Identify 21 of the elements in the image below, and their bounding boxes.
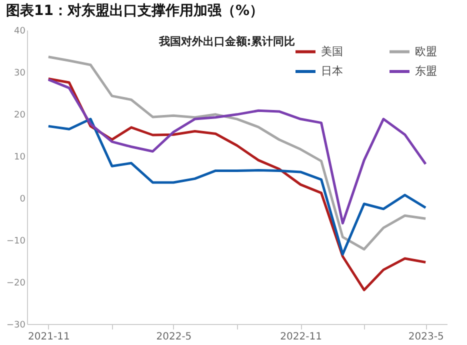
x-tick-label: 2022-5 xyxy=(156,332,192,342)
line-series xyxy=(47,118,427,256)
legend-label: 东盟 xyxy=(415,64,437,78)
x-tick-label: 2022-11 xyxy=(280,332,322,342)
y-tick-label: 30 xyxy=(14,68,26,78)
legend-label: 美国 xyxy=(321,44,343,58)
chart-title: 图表11：对东盟出口支撑作用加强（%） xyxy=(6,2,264,19)
y-tick-label: −20 xyxy=(6,278,26,288)
y-tick-label: −10 xyxy=(6,236,26,246)
y-tick-label: 40 xyxy=(14,26,26,36)
line-series xyxy=(47,56,427,250)
y-tick-label: 20 xyxy=(14,110,26,120)
y-tick-label: 0 xyxy=(20,194,26,204)
legend-label: 日本 xyxy=(321,64,343,78)
y-tick-label: 10 xyxy=(14,152,26,162)
x-tick-label: 2021-11 xyxy=(28,332,70,342)
y-tick-label: −30 xyxy=(6,320,26,330)
chart-subtitle: 我国对外出口金额:累计同比 xyxy=(158,35,296,48)
line-series xyxy=(47,78,427,224)
legend-label: 欧盟 xyxy=(415,44,437,58)
x-tick-label: 2023-5 xyxy=(408,332,444,342)
